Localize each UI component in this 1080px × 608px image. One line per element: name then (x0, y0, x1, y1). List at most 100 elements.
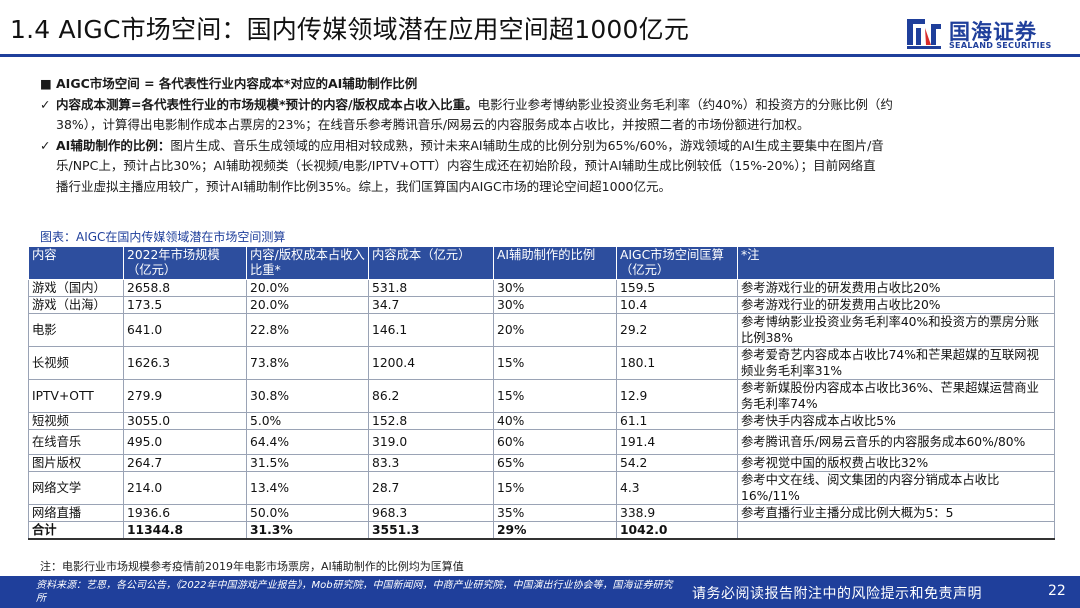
table-row: 网络直播 1936.6 50.0% 968.3 35% 338.9 参考直播行业主播分成比例… (28, 504, 1055, 522)
cell-ai-ratio: 60% (493, 429, 617, 455)
cell-content-cost: 968.3 (368, 504, 494, 522)
bullet-formula: ■ AIGC市场空间 = 各代表性行业内容成本*对应的AI辅助制作比例 (40, 74, 1050, 95)
cell-ai-ratio: 15% (493, 346, 617, 380)
cell-content-cost: 34.7 (368, 296, 494, 314)
bullet-ai-ratio: ✓ AI辅助制作的比例：图片生成、音乐生成领域的应用相对较成熟，预计未来AI辅助… (40, 136, 1050, 198)
cell-cost-ratio: 31.5% (246, 454, 369, 472)
page-number: 22 (1048, 583, 1066, 599)
square-bullet-icon: ■ (40, 76, 52, 91)
cell-market-size: 173.5 (123, 296, 247, 314)
title-divider (0, 54, 1080, 57)
footer-disclaimer: 请务必阅读报告附注中的风险提示和免责声明 (692, 586, 982, 602)
cell-cost-ratio: 22.8% (246, 313, 369, 347)
cell-market-size: 1936.6 (123, 504, 247, 522)
cell-aigc-space: 10.4 (616, 296, 738, 314)
table-row: 长视频 1626.3 73.8% 1200.4 15% 180.1 参考爱奇艺内容成本占收比… (28, 346, 1055, 380)
cell-note: 参考博纳影业投资业务毛利率40%和投资方的票房分账比例38% (737, 313, 1055, 347)
cell-content-cost: 152.8 (368, 412, 494, 430)
cell-aigc-space: 12.9 (616, 379, 738, 413)
cell-market-size: 214.0 (123, 471, 247, 505)
cell-cost-ratio: 73.8% (246, 346, 369, 380)
bullet-content-cost-line1: 电影行业参考博纳影业投资业务毛利率（约40%）和投资方的分账比例（约 (477, 96, 893, 112)
cell-aigc-space: 54.2 (616, 454, 738, 472)
cell-content-cost: 86.2 (368, 379, 494, 413)
cell-market-size: 264.7 (123, 454, 247, 472)
cell-ai-ratio: 30% (493, 296, 617, 314)
header-content-cost: 内容成本（亿元） (368, 246, 494, 280)
total-content-cost: 3551.3 (368, 521, 494, 540)
cell-aigc-space: 61.1 (616, 412, 738, 430)
cell-note: 参考新媒股份内容成本占收比36%、芒果超媒运营商业务毛利率74% (737, 379, 1055, 413)
cell-ai-ratio: 35% (493, 504, 617, 522)
table-row: IPTV+OTT 279.9 30.8% 86.2 15% 12.9 参考新媒股份内容成本占… (28, 379, 1055, 413)
cell-content: 图片版权 (28, 454, 124, 472)
bullet-content-cost-line2: 38%），计算得出电影制作成本占票房的23%；在线音乐参考腾讯音乐/网易云的内容… (56, 117, 810, 132)
cell-cost-ratio: 20.0% (246, 296, 369, 314)
cell-ai-ratio: 15% (493, 471, 617, 505)
cell-content: 电影 (28, 313, 124, 347)
cell-aigc-space: 191.4 (616, 429, 738, 455)
total-aigc-space: 1042.0 (616, 521, 738, 540)
cell-cost-ratio: 50.0% (246, 504, 369, 522)
total-content: 合计 (28, 521, 124, 540)
header-content: 内容 (28, 246, 124, 280)
aigc-market-table: 内容 2022年市场规模（亿元） 内容/版权成本占收入比重* 内容成本（亿元） … (28, 246, 1055, 540)
cell-content: 短视频 (28, 412, 124, 430)
bullet-ai-ratio-heading: AI辅助制作的比例： (56, 137, 171, 153)
cell-note: 参考视觉中国的版权费占收比32% (737, 454, 1055, 472)
check-bullet-icon: ✓ (40, 137, 51, 153)
cell-content: 游戏（出海） (28, 296, 124, 314)
cell-content: 在线音乐 (28, 429, 124, 455)
footer-bar: 资料来源：艺恩，各公司公告，《2022年中国游戏产业报告》，Mob研究院，中国新… (0, 576, 1080, 608)
table-row: 游戏（国内） 2658.8 20.0% 531.8 30% 159.5 参考游戏行业的研发费… (28, 279, 1055, 297)
check-bullet-icon: ✓ (40, 96, 51, 112)
cell-aigc-space: 159.5 (616, 279, 738, 297)
table-row: 网络文学 214.0 13.4% 28.7 15% 4.3 参考中文在线、阅文集团的内容分销… (28, 471, 1055, 505)
cell-cost-ratio: 5.0% (246, 412, 369, 430)
cell-ai-ratio: 30% (493, 279, 617, 297)
table-footnote: 注：电影行业市场规模参考疫情前2019年电影市场票房，AI辅助制作的比例均为匡算… (40, 560, 464, 573)
cell-content: 长视频 (28, 346, 124, 380)
cell-content-cost: 1200.4 (368, 346, 494, 380)
table-row: 电影 641.0 22.8% 146.1 20% 29.2 参考博纳影业投资业务毛利率40%… (28, 313, 1055, 347)
cell-market-size: 3055.0 (123, 412, 247, 430)
cell-note: 参考中文在线、阅文集团的内容分销成本占收比16%/11% (737, 471, 1055, 505)
footer-source: 资料来源：艺恩，各公司公告，《2022年中国游戏产业报告》，Mob研究院，中国新… (36, 580, 673, 604)
bullet-ai-ratio-line2: 乐/NPC上，预计占比30%；AI辅助视频类（长视频/电影/IPTV+OTT）内… (56, 158, 876, 173)
header-note: *注 (737, 246, 1055, 280)
header-market-size: 2022年市场规模（亿元） (123, 246, 247, 280)
cell-note: 参考游戏行业的研发费用占收比20% (737, 296, 1055, 314)
header-ai-ratio: AI辅助制作的比例 (493, 246, 617, 280)
bullet-formula-text: AIGC市场空间 = 各代表性行业内容成本*对应的AI辅助制作比例 (56, 76, 418, 91)
cell-ai-ratio: 15% (493, 379, 617, 413)
table-row: 图片版权 264.7 31.5% 83.3 65% 54.2 参考视觉中国的版权费占收比32… (28, 454, 1055, 472)
cell-market-size: 1626.3 (123, 346, 247, 380)
total-ai-ratio: 29% (493, 521, 617, 540)
table-row: 游戏（出海） 173.5 20.0% 34.7 30% 10.4 参考游戏行业的研发费用占收… (28, 296, 1055, 314)
brand-logo: 国海证券 SEALAND SECURITIES (905, 14, 1070, 54)
cell-content: 网络文学 (28, 471, 124, 505)
cell-content: 游戏（国内） (28, 279, 124, 297)
total-note (737, 521, 1055, 540)
cell-market-size: 641.0 (123, 313, 247, 347)
total-market-size: 11344.8 (123, 521, 247, 540)
bullet-ai-ratio-line1: 图片生成、音乐生成领域的应用相对较成熟，预计未来AI辅助生成的比例分别为65%/… (170, 137, 884, 153)
cell-cost-ratio: 30.8% (246, 379, 369, 413)
cell-content-cost: 83.3 (368, 454, 494, 472)
sealand-logo-icon (907, 19, 941, 49)
table-row: 在线音乐 495.0 64.4% 319.0 60% 191.4 参考腾讯音乐/网易云音乐的… (28, 429, 1055, 455)
cell-aigc-space: 29.2 (616, 313, 738, 347)
cell-cost-ratio: 64.4% (246, 429, 369, 455)
total-cost-ratio: 31.3% (246, 521, 369, 540)
cell-market-size: 279.9 (123, 379, 247, 413)
cell-note: 参考直播行业主播分成比例大概为5：5 (737, 504, 1055, 522)
figure-title: 图表：AIGC在国内传媒领域潜在市场空间测算 (40, 230, 286, 244)
cell-note: 参考爱奇艺内容成本占收比74%和芒果超媒的互联网视频业务毛利率31% (737, 346, 1055, 380)
cell-market-size: 495.0 (123, 429, 247, 455)
cell-cost-ratio: 13.4% (246, 471, 369, 505)
cell-note: 参考腾讯音乐/网易云音乐的内容服务成本60%/80% (737, 429, 1055, 455)
cell-ai-ratio: 40% (493, 412, 617, 430)
cell-aigc-space: 180.1 (616, 346, 738, 380)
bullet-content-cost-heading: 内容成本测算=各代表性行业的市场规模*预计的内容/版权成本占收入比重。 (56, 96, 478, 112)
cell-content: IPTV+OTT (28, 379, 124, 413)
